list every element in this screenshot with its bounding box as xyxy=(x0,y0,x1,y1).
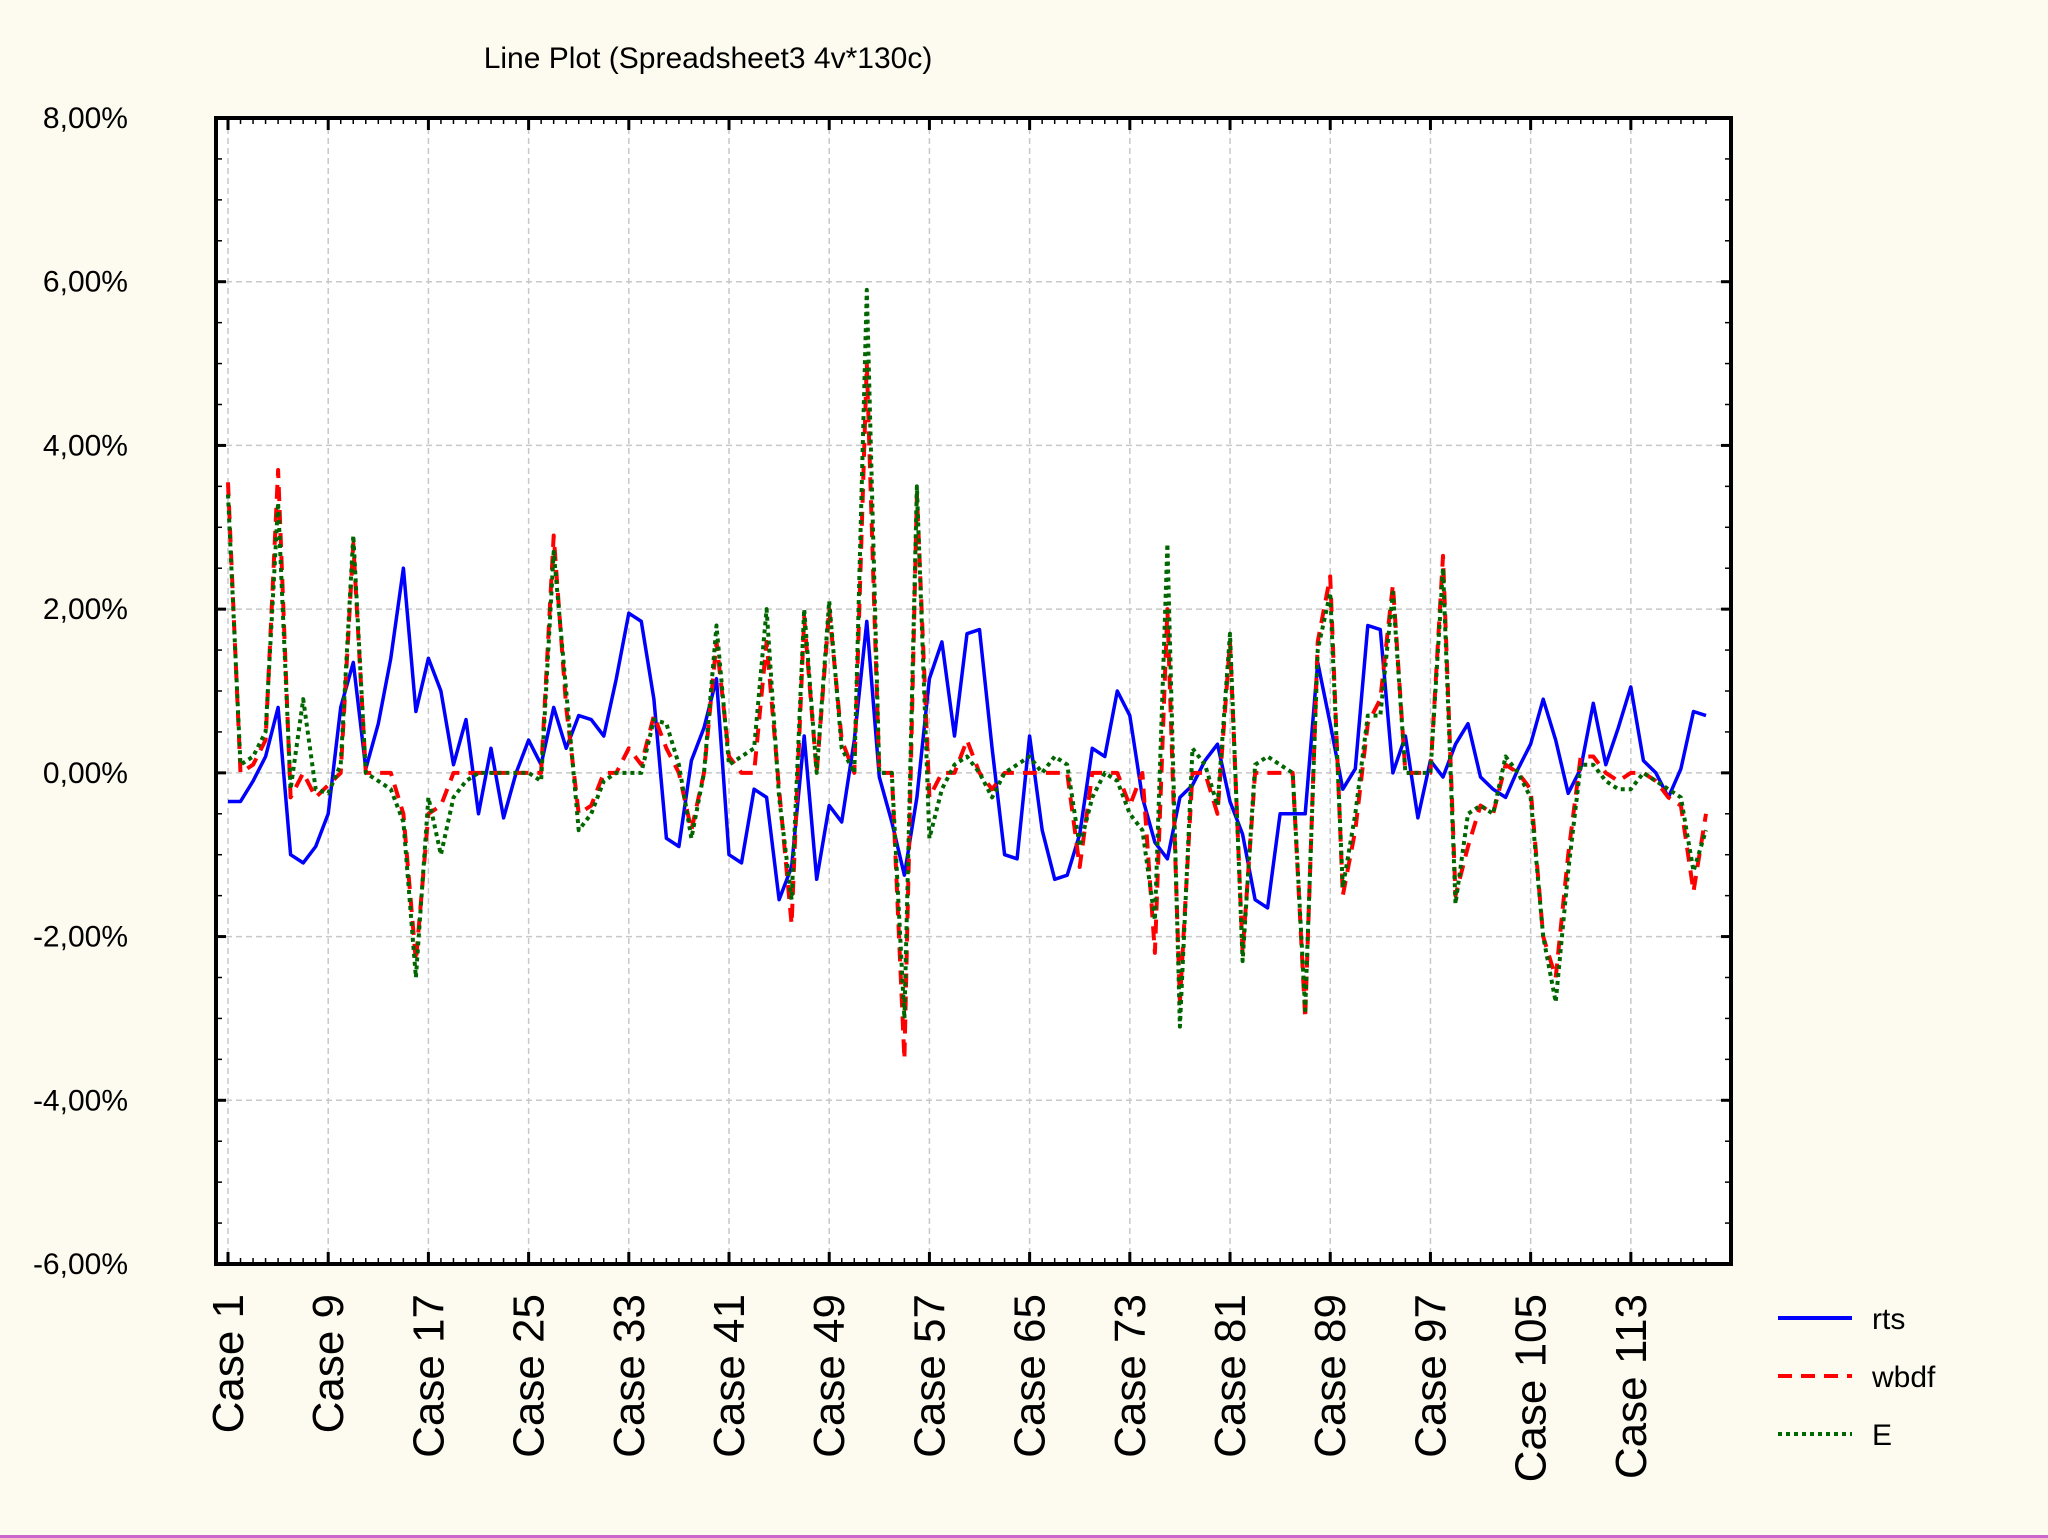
x-tick-label: Case 1 xyxy=(204,1294,253,1433)
y-tick-label: -2,00% xyxy=(33,921,128,954)
x-tick-label: Case 105 xyxy=(1507,1294,1556,1482)
x-tick-label: Case 41 xyxy=(705,1294,754,1458)
x-tick-label: Case 113 xyxy=(1607,1294,1656,1479)
series-line-E xyxy=(226,287,1708,1029)
chart-title: Line Plot (Spreadsheet3 4v*130c) xyxy=(484,42,933,75)
plot-area xyxy=(216,118,1731,1264)
x-tick-label: Case 33 xyxy=(605,1294,654,1458)
grid xyxy=(216,118,1731,1264)
y-tick-label: -6,00% xyxy=(33,1248,128,1281)
x-tick-label: Case 65 xyxy=(1006,1294,1055,1458)
x-tick-label: Case 97 xyxy=(1406,1294,1455,1458)
y-tick-label: 8,00% xyxy=(43,102,128,135)
legend-label-rts: rts xyxy=(1872,1303,1905,1336)
legend: rts wbdf E xyxy=(1778,1303,1936,1452)
y-tick-label: 2,00% xyxy=(43,593,128,626)
x-axis: Case 1 Case 9 Case 17 Case 25 Case 33 Case 41… xyxy=(204,118,1707,1482)
y-axis: -6,00% -4,00% -2,00% 0,00% 2,00% 4,00% 6,00% 8,… xyxy=(33,102,1731,1281)
x-tick-label: Case 25 xyxy=(505,1294,554,1458)
x-tick-label: Case 89 xyxy=(1306,1294,1355,1458)
series-lines xyxy=(226,287,1708,1062)
x-tick-label: Case 73 xyxy=(1106,1294,1155,1458)
y-tick-label: 0,00% xyxy=(43,757,128,790)
y-tick-label: 4,00% xyxy=(43,429,128,462)
y-tick-label: -4,00% xyxy=(33,1084,128,1117)
x-tick-label: Case 81 xyxy=(1206,1294,1255,1458)
x-tick-label: Case 17 xyxy=(404,1294,453,1458)
series-line-rts xyxy=(228,566,1707,910)
series-line-wbdf xyxy=(226,361,1708,1062)
x-tick-label: Case 49 xyxy=(805,1294,854,1458)
legend-label-wbdf: wbdf xyxy=(1871,1361,1936,1394)
legend-label-E: E xyxy=(1872,1419,1892,1452)
x-tick-label: Case 9 xyxy=(304,1294,353,1433)
y-tick-label: 6,00% xyxy=(43,266,128,299)
x-tick-label: Case 57 xyxy=(905,1294,954,1458)
